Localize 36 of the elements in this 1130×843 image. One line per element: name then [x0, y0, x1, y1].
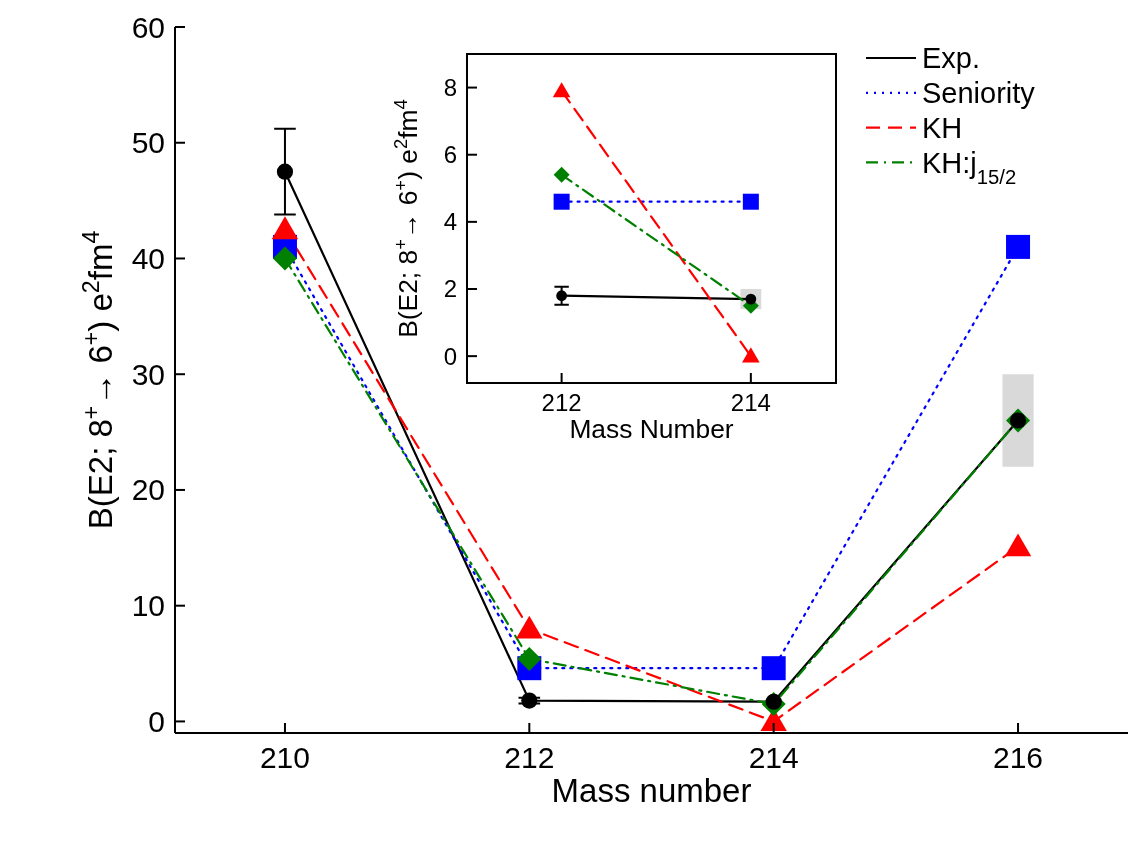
y-tick-label: 30 [131, 357, 165, 391]
y-tick-label: 50 [131, 126, 165, 160]
x-tick-label: 214 [730, 388, 771, 416]
x-tick-label: 214 [748, 740, 799, 774]
x-axis-title: Mass number [551, 772, 752, 809]
y-tick-label: 20 [131, 473, 165, 507]
y-tick-label: 60 [131, 10, 165, 44]
x-tick-label: 212 [504, 740, 555, 774]
point [553, 193, 570, 210]
legend-label: Seniority [922, 76, 1036, 109]
y-tick-label: 0 [148, 704, 165, 738]
legend-label: KH [922, 111, 963, 144]
point [521, 692, 538, 709]
point [1004, 533, 1032, 557]
y-tick-label: 10 [131, 589, 165, 623]
x-tick-label: 216 [993, 740, 1044, 774]
x-tick-label: 212 [541, 388, 582, 416]
point [272, 246, 297, 271]
point [271, 216, 299, 240]
point [1006, 234, 1031, 259]
y-tick-label: 2 [443, 275, 457, 303]
point [761, 656, 786, 681]
legend-label: KH:j$_{15/2}$ [922, 146, 1017, 188]
point [516, 615, 543, 639]
y-tick-label: 4 [443, 208, 457, 236]
x-axis-title: Mass Number [569, 414, 734, 445]
legend-label: Exp. [922, 42, 981, 75]
x-tick-label: 210 [259, 740, 310, 774]
point [553, 166, 570, 183]
y-tick-label: 8 [443, 73, 457, 101]
y-tick-label: 0 [443, 342, 457, 370]
y-tick-label: 40 [131, 241, 165, 275]
y-tick-label: 6 [443, 141, 457, 169]
point [517, 646, 542, 671]
point [276, 163, 294, 180]
point [742, 193, 759, 210]
